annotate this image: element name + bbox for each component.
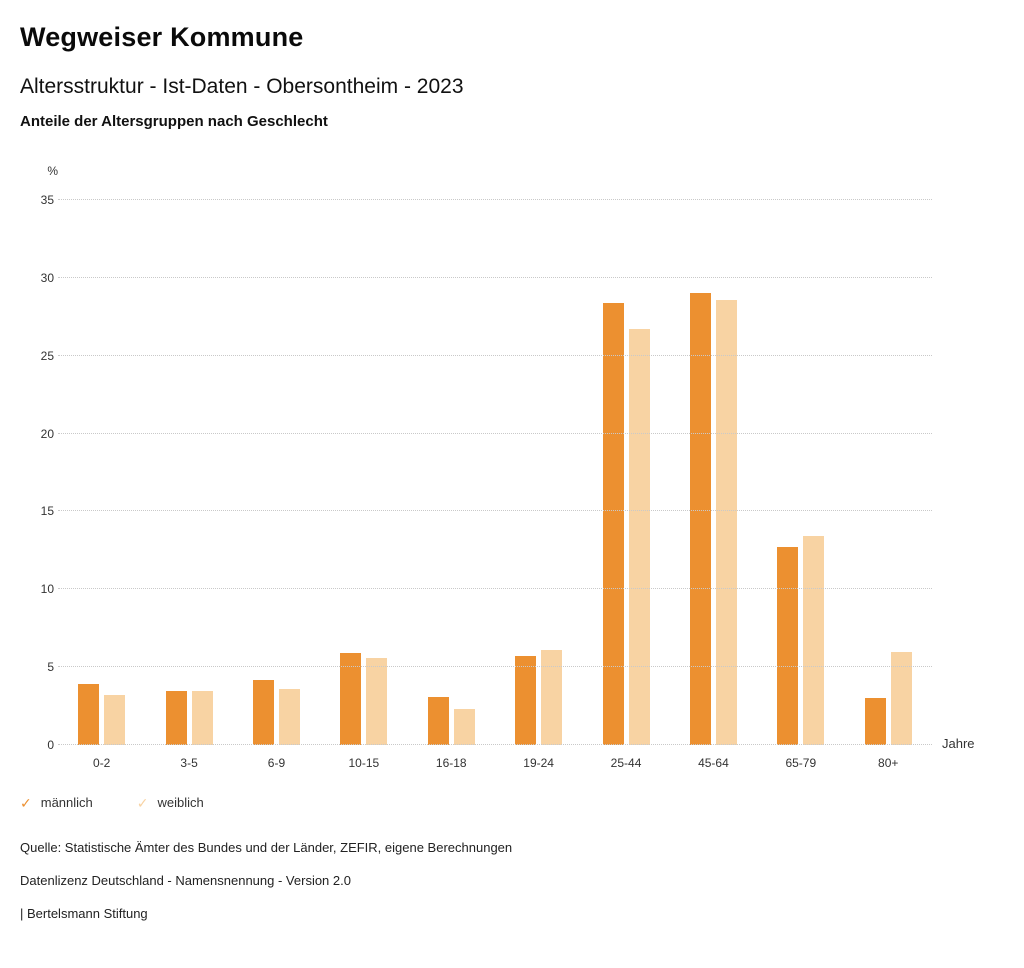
- y-axis-unit-row: %: [20, 164, 1004, 178]
- legend-label: männlich: [40, 795, 93, 810]
- bar-weiblich: [890, 651, 912, 745]
- attribution-note: | Bertelsmann Stiftung: [20, 906, 148, 921]
- chart-subtitle: Altersstruktur - Ist-Daten - Obersonthei…: [20, 75, 464, 98]
- x-axis-unit-label: Jahre: [942, 736, 975, 751]
- bar-group: 25-44: [602, 200, 650, 770]
- y-tick-label: 0: [47, 738, 54, 752]
- gridline: [58, 666, 932, 668]
- y-tick-label: 25: [40, 348, 54, 363]
- bar-group: 10-15: [340, 200, 388, 770]
- bar-group: 0-2: [78, 200, 126, 770]
- x-axis-unit-column: Jahre: [932, 200, 1004, 751]
- bar-männlich: [78, 684, 100, 745]
- bar-weiblich: [541, 650, 563, 745]
- bar-group: 3-5: [165, 200, 213, 770]
- bar-group: 6-9: [252, 200, 300, 770]
- bar-group: 80+: [864, 200, 912, 770]
- gridline: [58, 199, 932, 200]
- y-tick-label: 35: [40, 193, 54, 207]
- bar-männlich: [689, 293, 711, 745]
- x-tick-label: 16-18: [435, 756, 467, 770]
- page-title: Wegweiser Kommune: [20, 22, 304, 52]
- y-tick-label: 15: [40, 504, 54, 519]
- page: { "header": { "title": "Wegweiser Kommun…: [0, 22, 1024, 968]
- bar-männlich: [777, 547, 799, 745]
- bar-group: 16-18: [427, 200, 475, 770]
- bar-weiblich: [803, 536, 825, 745]
- bar-group: 65-79: [777, 200, 825, 770]
- bar-group: 45-64: [689, 200, 737, 770]
- y-tick-label: 10: [40, 582, 54, 597]
- x-tick-label: 45-64: [698, 756, 729, 770]
- license-note: Datenlizenz Deutschland - Namensnennung …: [20, 873, 351, 888]
- gridline: [58, 510, 932, 512]
- chart-legend: ✓ männlich ✓ weiblich: [20, 795, 1004, 810]
- x-tick-label: 10-15: [348, 756, 380, 770]
- bar-männlich: [427, 696, 449, 745]
- y-tick-label: 5: [47, 660, 54, 675]
- bar-männlich: [864, 698, 886, 745]
- x-tick-label: 80+: [878, 756, 899, 770]
- x-tick-label: 0-2: [93, 756, 111, 770]
- gridline: [58, 588, 932, 590]
- bar-männlich: [165, 690, 187, 745]
- y-axis-unit-label: %: [47, 164, 58, 178]
- y-tick-label: 20: [40, 426, 54, 441]
- checkmark-icon: ✓: [136, 794, 149, 811]
- x-tick-label: 65-79: [785, 756, 817, 770]
- chart-description: Anteile der Altersgruppen nach Geschlech…: [20, 113, 328, 130]
- bar-group: 19-24: [515, 200, 563, 770]
- checkmark-icon: ✓: [20, 794, 32, 811]
- gridline: [58, 354, 932, 356]
- bar-weiblich: [278, 688, 300, 745]
- y-axis-tick-labels: 0 5 10 15 20 25 30 35: [20, 193, 58, 752]
- x-tick-label: 3-5: [180, 756, 198, 770]
- source-note: Quelle: Statistische Ämter des Bundes un…: [20, 840, 513, 855]
- bar-weiblich: [453, 709, 475, 745]
- x-tick-label: 19-24: [523, 756, 554, 770]
- gridline: [58, 744, 932, 745]
- bar-weiblich: [715, 299, 737, 745]
- legend-item-männlich[interactable]: ✓ männlich: [20, 795, 93, 810]
- plot-area: 0-2 3-5 6-9 10-15 16-18 19-24 25-44 45-64 65-79 8…: [58, 199, 932, 770]
- bar-weiblich: [191, 690, 213, 745]
- bar-groups: 0-2 3-5 6-9 10-15 16-18 19-24 25-44 45-64 65-79 8…: [58, 200, 932, 770]
- bar-männlich: [252, 679, 274, 745]
- footer: Quelle: Statistische Ämter des Bundes un…: [20, 840, 1004, 921]
- bar-weiblich: [366, 657, 388, 745]
- bar-männlich: [515, 656, 537, 745]
- chart-row: 0 5 10 15 20 25 30 35 0-2 3-5 6-9 10-15 16-18 19-24 2…: [20, 193, 1004, 770]
- bar-chart: % 0 5 10 15 20 25 30 35 0-2 3-5 6-9 10-15 16-18 19-2…: [20, 164, 1004, 770]
- bar-männlich: [602, 302, 624, 745]
- x-tick-label: 25-44: [610, 756, 642, 770]
- bar-weiblich: [104, 695, 126, 745]
- y-tick-label: 30: [40, 270, 54, 285]
- legend-item-weiblich[interactable]: ✓ weiblich: [137, 795, 204, 810]
- gridline: [58, 432, 932, 434]
- gridline: [58, 276, 932, 278]
- bar-weiblich: [628, 329, 650, 745]
- legend-label: weiblich: [157, 795, 204, 810]
- x-tick-label: 6-9: [267, 756, 286, 770]
- bar-männlich: [340, 653, 362, 745]
